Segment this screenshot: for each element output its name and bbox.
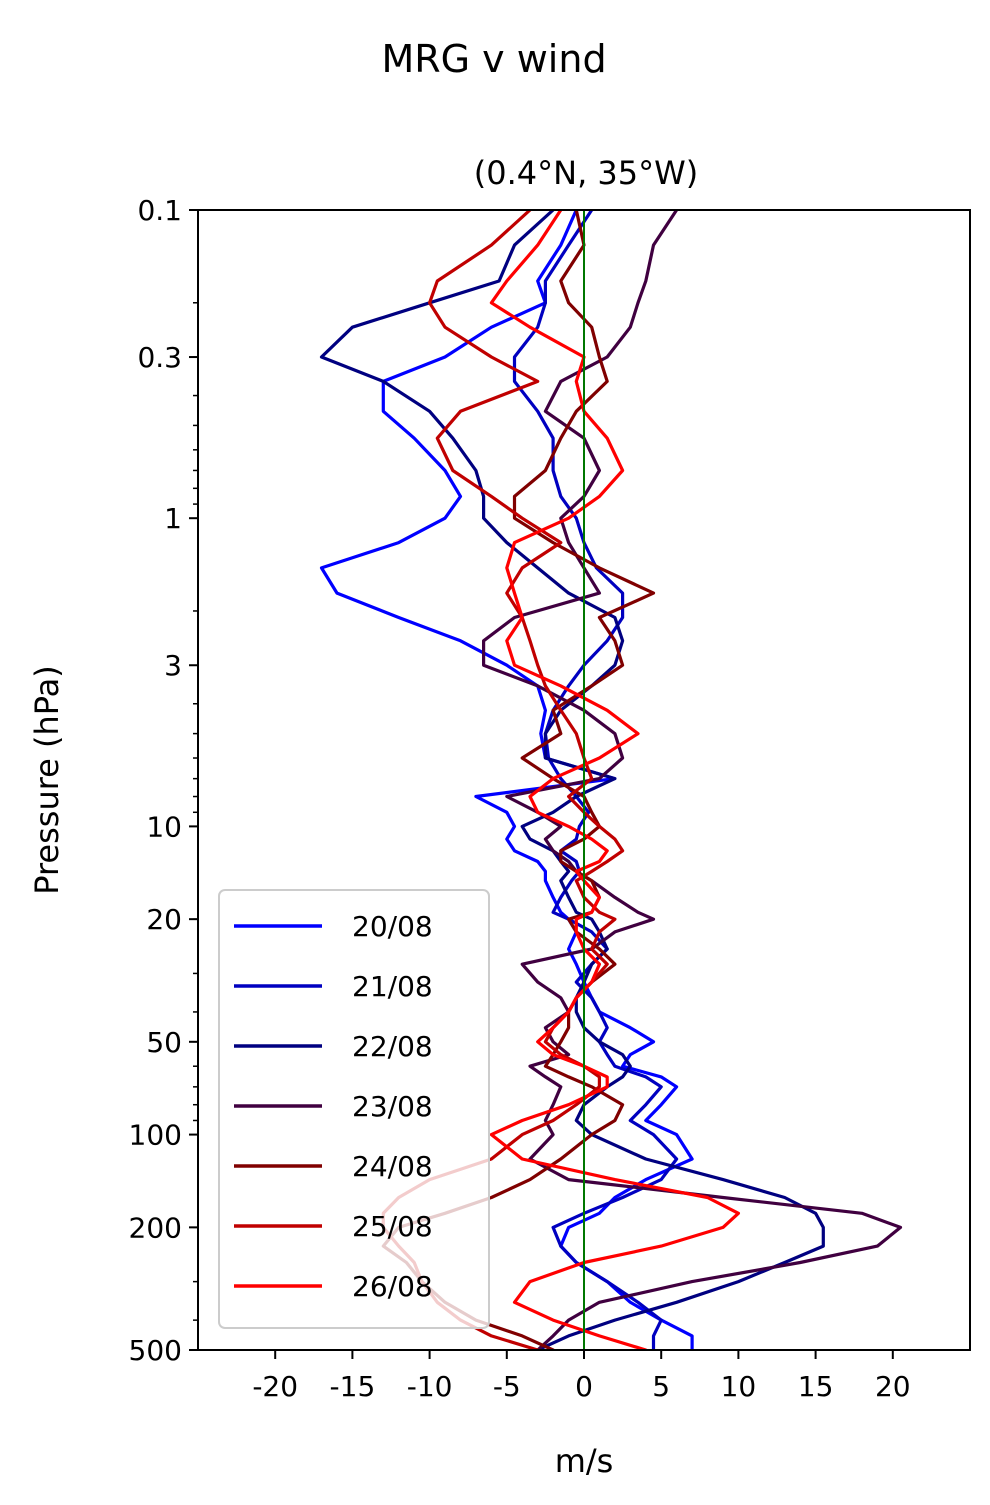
axes-title: (0.4°N, 35°W) <box>474 154 699 192</box>
y-tick-label: 0.1 <box>137 194 182 227</box>
series-line-20-08 <box>319 210 694 1350</box>
x-tick-label: -15 <box>330 1370 376 1403</box>
y-tick-label: 100 <box>129 1119 182 1152</box>
y-tick-label: 3 <box>164 649 182 682</box>
x-axis-label: m/s <box>555 1442 614 1480</box>
x-tick-label: -20 <box>252 1370 298 1403</box>
y-tick-label: 200 <box>129 1211 182 1244</box>
legend-label: 25/08 <box>352 1210 433 1243</box>
y-tick-label: 1 <box>164 502 182 535</box>
legend-label: 21/08 <box>352 970 433 1003</box>
figure-suptitle: MRG v wind <box>381 37 606 81</box>
legend-label: 20/08 <box>352 910 433 943</box>
legend-label: 22/08 <box>352 1030 433 1063</box>
y-tick-label: 10 <box>146 810 182 843</box>
x-tick-label: 15 <box>798 1370 834 1403</box>
x-tick-label: 0 <box>575 1370 593 1403</box>
y-tick-label: 0.3 <box>137 341 182 374</box>
y-axis-minor-ticks <box>193 302 198 1321</box>
y-tick-label: 20 <box>146 903 182 936</box>
legend-label: 24/08 <box>352 1150 433 1183</box>
x-tick-label: -10 <box>407 1370 453 1403</box>
x-tick-label: 20 <box>875 1370 911 1403</box>
y-tick-label: 500 <box>129 1334 182 1367</box>
x-tick-label: -5 <box>493 1370 521 1403</box>
series-line-21-08 <box>512 210 679 1350</box>
series-line-22-08 <box>319 210 825 1350</box>
series-line-24-08 <box>381 210 656 1350</box>
y-axis-ticks: 0.1 0.3 1 3 10 20 50 100 200 500 <box>129 194 198 1367</box>
legend-label: 26/08 <box>352 1270 433 1303</box>
y-axis-label: Pressure (hPa) <box>28 665 66 895</box>
x-tick-label: 5 <box>652 1370 670 1403</box>
legend-label: 23/08 <box>352 1090 433 1123</box>
x-axis-ticks: -20 -15 -10 -5 0 5 10 15 20 <box>252 1350 911 1403</box>
legend-entries: 20/08 21/08 22/08 23/08 24/08 25/08 26/08 <box>234 910 433 1303</box>
y-tick-label: 50 <box>146 1026 182 1059</box>
x-tick-label: 10 <box>721 1370 757 1403</box>
legend-box <box>218 889 490 1329</box>
legend: 20/08 21/08 22/08 23/08 24/08 25/08 26/08 <box>218 889 490 1329</box>
